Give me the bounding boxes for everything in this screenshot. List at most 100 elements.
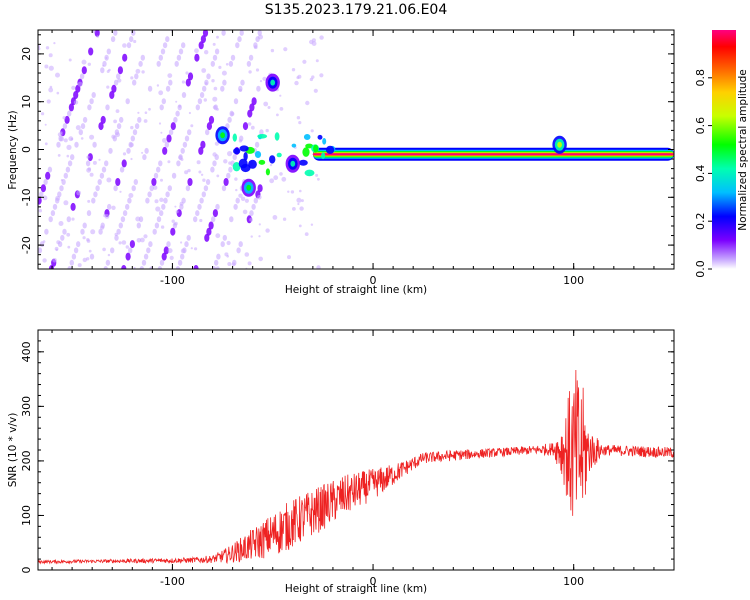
spectrogram-streak-cell <box>97 24 101 30</box>
spectrogram-streak-cell <box>233 203 238 210</box>
spectrogram-streak-cell <box>147 191 152 198</box>
spectrogram-streak-cell <box>45 171 51 180</box>
spectrogram-speckle <box>122 152 127 156</box>
spectrogram-speckle <box>111 205 116 210</box>
spectrogram-speckle <box>317 177 320 181</box>
spectrogram-speckle <box>259 80 263 83</box>
spectrogram-ridge-blob <box>269 155 276 164</box>
spectrogram-streak-cell <box>67 160 73 167</box>
spectrogram-streak-cell <box>125 252 131 261</box>
spectrogram-speckle <box>52 258 57 263</box>
spectrogram-streak-cell <box>136 222 141 229</box>
spectrogram-ridge-blob <box>232 162 241 172</box>
spectrogram-speckle <box>87 199 91 203</box>
spectrogram-streak-cell <box>187 72 194 81</box>
spectrogram-streak-cell <box>161 203 166 210</box>
snr-ytick-label: 400 <box>20 341 33 362</box>
spectrogram-ridge-blob <box>238 158 248 169</box>
spectrogram-speckle <box>113 119 117 124</box>
spectrogram-speckle <box>179 201 184 206</box>
snr-series-line <box>38 369 674 565</box>
spectrogram-ridge-blob <box>304 169 315 177</box>
spectrogram-streak-cell <box>97 179 102 185</box>
spectrogram-speckle <box>140 237 145 243</box>
spectrogram-speckle <box>154 199 159 204</box>
spectrogram-speckle <box>263 101 269 107</box>
spectrogram-ylabel: Frequency (Hz) <box>7 110 19 189</box>
spectrogram-speckle <box>310 129 314 133</box>
spectrogram-speckle <box>86 238 90 242</box>
spectrogram-ridge-band <box>312 153 674 156</box>
spectrogram-streak-cell <box>100 115 106 124</box>
spectrogram-speckle <box>135 68 141 74</box>
spectrogram-streak-cell <box>30 215 35 223</box>
spectrogram-streak-cell <box>39 191 44 198</box>
spectrogram-speckle <box>187 168 191 173</box>
spectrogram-streak-cell <box>152 228 157 235</box>
spectrogram-streak-cell <box>68 103 74 112</box>
spectrogram-streak-cell <box>156 216 162 223</box>
spectrogram-ytick-label: -10 <box>20 188 33 206</box>
colorbar-label: Normalized spectral amplitude <box>737 69 749 230</box>
spectrogram-speckle <box>276 113 279 117</box>
spectrogram-streak-cell <box>127 197 132 204</box>
spectrogram-speckle <box>225 63 229 66</box>
spectrogram-streak-cell <box>197 98 203 105</box>
spectrogram-streak-cell <box>151 178 157 186</box>
spectrogram-speckle <box>248 70 252 74</box>
spectrogram-speckle <box>319 35 324 40</box>
spectrogram-speckle <box>55 248 58 252</box>
spectrogram-streak-cell <box>101 166 107 173</box>
spectrogram-speckle <box>212 152 217 157</box>
snr-ytick-label: 100 <box>20 505 33 526</box>
spectrogram-speckle <box>258 223 261 226</box>
spectrogram-speckle <box>283 47 288 52</box>
spectrogram-streak-cell <box>116 73 121 80</box>
spectrogram-speckle <box>121 240 127 245</box>
spectrogram-streak-cell <box>139 266 144 269</box>
spectrogram-speckle <box>68 58 72 62</box>
spectrogram-streak-cell <box>165 191 170 198</box>
spectrogram-streak-cell <box>43 179 48 185</box>
spectrogram-speckle <box>137 111 140 114</box>
spectrogram-streak-cell <box>91 92 96 98</box>
spectrogram-ridge-blob <box>274 132 280 141</box>
snr-xlabel: Height of straight line (km) <box>285 583 427 595</box>
spectrogram-streak-cell <box>129 36 134 43</box>
spectrogram-speckle <box>228 161 232 165</box>
spectrogram-streak-cell <box>187 178 193 186</box>
spectrogram-speckle <box>167 248 173 254</box>
spectrogram-speckle <box>198 170 202 174</box>
spectrogram-speckle <box>309 39 314 45</box>
spectrogram-streak-cell <box>232 154 237 161</box>
spectrogram-streak-cell <box>13 265 18 273</box>
spectrogram-speckle <box>292 207 296 211</box>
spectrogram-streak-cell <box>240 79 245 86</box>
spectrogram-streak-cell <box>199 92 205 98</box>
spectrogram-speckle <box>216 35 219 39</box>
spectrogram-streak-cell <box>156 166 161 173</box>
spectrogram-speckle <box>82 236 86 240</box>
spectrogram-speckle <box>290 190 295 194</box>
spectrogram-streak-cell <box>89 98 94 105</box>
spectrogram-speckle <box>298 224 302 228</box>
spectrogram-streak-cell <box>64 115 70 124</box>
spectrogram-streak-cell <box>249 103 255 112</box>
spectrogram-speckle <box>184 170 189 175</box>
spectrogram-streak-cell <box>122 210 128 217</box>
spectrogram-streak-cell <box>233 98 239 105</box>
spectrogram-streak-cell <box>62 228 67 235</box>
spectrogram-burst <box>270 79 276 86</box>
spectrogram-speckle <box>76 190 82 196</box>
spectrogram-speckle <box>42 195 48 201</box>
spectrogram-streak-cell <box>175 110 180 117</box>
spectrogram-streak-cell <box>79 73 85 80</box>
spectrogram-speckle <box>89 172 94 177</box>
spectrogram-speckle <box>81 59 87 65</box>
spectrogram-burst <box>290 160 296 167</box>
spectrogram-streak-cell <box>73 247 79 254</box>
spectrogram-speckle <box>227 262 232 266</box>
spectrogram-speckle <box>130 76 134 80</box>
spectrogram-streak-cell <box>163 197 168 204</box>
spectrogram-speckle <box>71 85 76 90</box>
